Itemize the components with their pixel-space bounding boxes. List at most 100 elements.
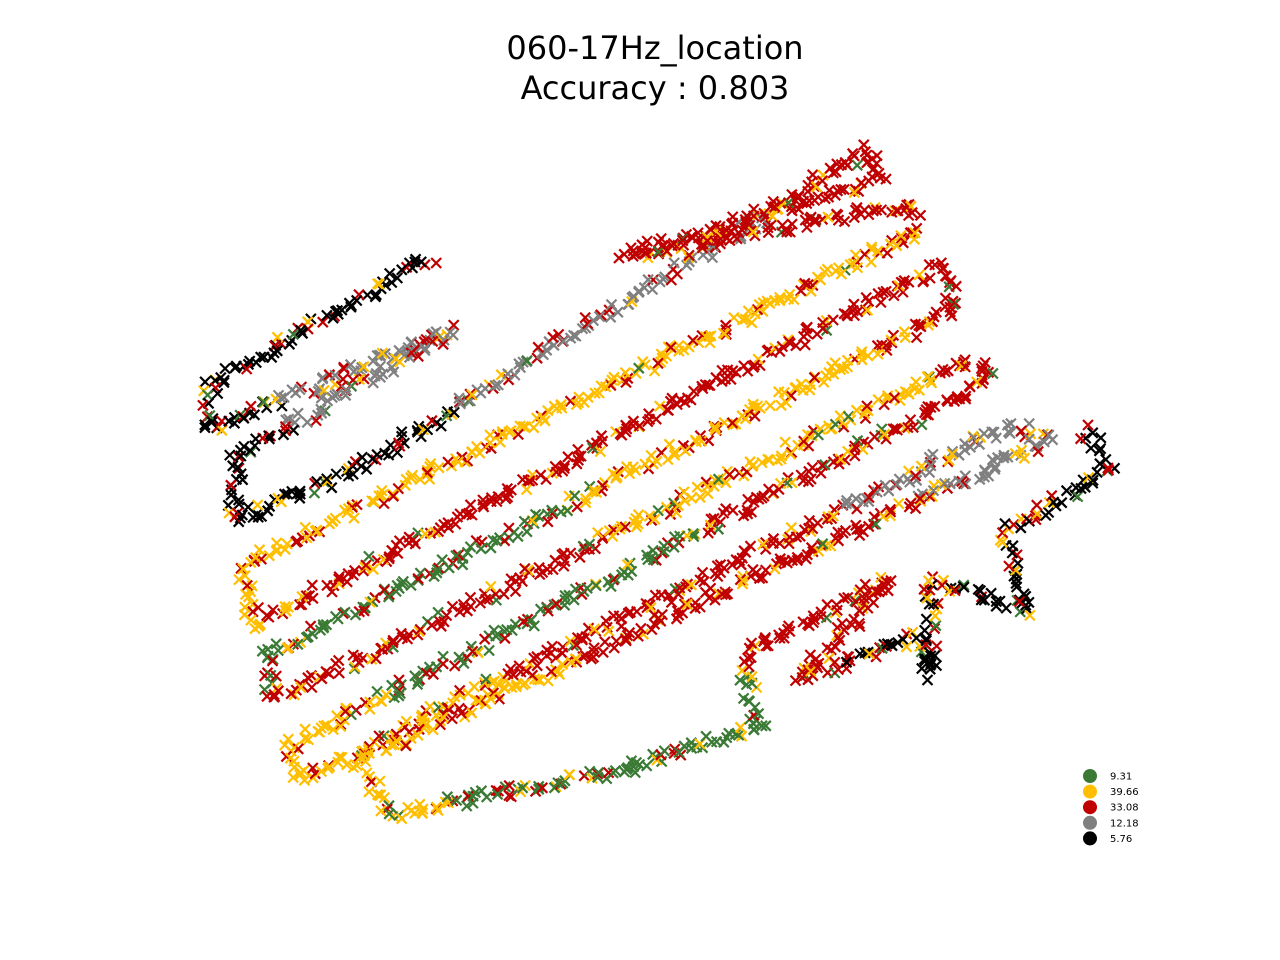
- scatter-point: [814, 274, 827, 286]
- scatter-point: [406, 262, 419, 274]
- scatter-point: [197, 399, 209, 412]
- scatter-point: [821, 513, 834, 526]
- scatter-point: [842, 410, 855, 423]
- scatter-point: [809, 216, 821, 228]
- scatter-point: [958, 581, 970, 593]
- scatter-point: [746, 316, 758, 329]
- scatter-point: [321, 395, 334, 407]
- scatter-point: [696, 242, 709, 254]
- scatter-point: [904, 414, 917, 426]
- scatter-point: [752, 353, 764, 365]
- scatter-point: [795, 285, 807, 297]
- scatter-point: [790, 339, 802, 352]
- scatter-point: [1003, 560, 1015, 572]
- scatter-point: [988, 426, 1000, 438]
- scatter-point: [588, 485, 601, 497]
- scatter-point: [621, 558, 634, 571]
- scatter-point: [756, 456, 768, 469]
- scatter-point: [478, 633, 491, 645]
- scatter-point: [522, 564, 534, 577]
- scatter-point: [507, 669, 519, 681]
- scatter-point: [667, 237, 680, 250]
- scatter-point: [853, 604, 866, 617]
- scatter-point: [888, 392, 901, 404]
- scatter-point: [903, 276, 915, 288]
- scatter-point: [391, 446, 404, 459]
- scatter-point: [317, 619, 329, 631]
- scatter-point: [804, 649, 817, 661]
- scatter-point: [910, 331, 923, 344]
- scatter-point: [572, 443, 584, 456]
- scatter-point: [718, 328, 731, 340]
- scatter-point: [821, 642, 833, 654]
- scatter-point: [438, 334, 450, 346]
- scatter-point: [517, 615, 530, 628]
- legend-label: 5.76: [1110, 834, 1132, 845]
- scatter-point: [947, 295, 959, 308]
- scatter-point: [330, 468, 343, 480]
- scatter-point: [334, 720, 347, 733]
- scatter-point: [382, 449, 395, 461]
- scatter-point: [875, 204, 888, 216]
- scatter-point: [652, 236, 665, 248]
- scatter-point: [248, 409, 261, 421]
- scatter-point: [701, 235, 714, 247]
- scatter-point: [593, 387, 605, 399]
- scatter-point: [702, 527, 714, 539]
- scatter-point: [834, 453, 847, 466]
- scatter-point: [367, 563, 379, 576]
- scatter-point: [963, 380, 976, 392]
- scatter-point: [671, 398, 683, 411]
- scatter-point: [437, 658, 449, 670]
- scatter-point: [611, 471, 623, 483]
- scatter-point: [322, 762, 334, 775]
- scatter-point: [618, 248, 630, 261]
- scatter-point: [296, 326, 308, 339]
- scatter-point: [412, 729, 424, 741]
- scatter-point: [902, 209, 915, 222]
- scatter-point: [521, 525, 533, 538]
- scatter-point: [301, 532, 313, 544]
- scatter-point: [393, 356, 406, 368]
- scatter-point: [592, 766, 605, 779]
- scatter-point: [527, 421, 540, 434]
- scatter-point: [895, 229, 907, 242]
- scatter-point: [943, 276, 956, 289]
- scatter-point: [890, 204, 903, 217]
- scatter-point: [253, 544, 266, 556]
- scatter-point: [951, 393, 963, 405]
- scatter-point: [1085, 442, 1097, 454]
- scatter-point: [891, 478, 903, 491]
- scatter-point: [421, 423, 434, 436]
- scatter-point: [307, 592, 319, 605]
- scatter-point: [365, 653, 378, 666]
- scatter-point: [244, 444, 257, 457]
- scatter-point: [458, 602, 470, 615]
- scatter-point: [430, 257, 442, 269]
- scatter-point: [465, 707, 478, 719]
- scatter-point: [823, 652, 835, 665]
- scatter-point: [785, 521, 798, 534]
- scatter-point: [306, 628, 319, 640]
- scatter-point: [953, 475, 965, 487]
- scatter-point: [736, 410, 748, 422]
- scatter-point: [734, 573, 747, 586]
- scatter-point: [282, 601, 295, 613]
- scatter-point: [741, 504, 753, 517]
- scatter-point: [578, 396, 590, 409]
- scatter-point: [223, 415, 235, 427]
- scatter-point: [559, 589, 571, 602]
- scatter-point: [550, 598, 563, 610]
- scatter-point: [739, 213, 752, 226]
- scatter-point: [517, 420, 530, 433]
- scatter-point: [432, 804, 444, 817]
- scatter-point: [855, 177, 868, 189]
- scatter-point: [504, 663, 517, 675]
- scatter-point: [944, 301, 956, 313]
- scatter-point: [808, 194, 821, 207]
- scatter-point: [311, 475, 323, 488]
- scatter-point: [320, 665, 332, 678]
- scatter-point: [450, 794, 463, 807]
- scatter-point: [633, 285, 645, 297]
- scatter-point: [292, 638, 304, 651]
